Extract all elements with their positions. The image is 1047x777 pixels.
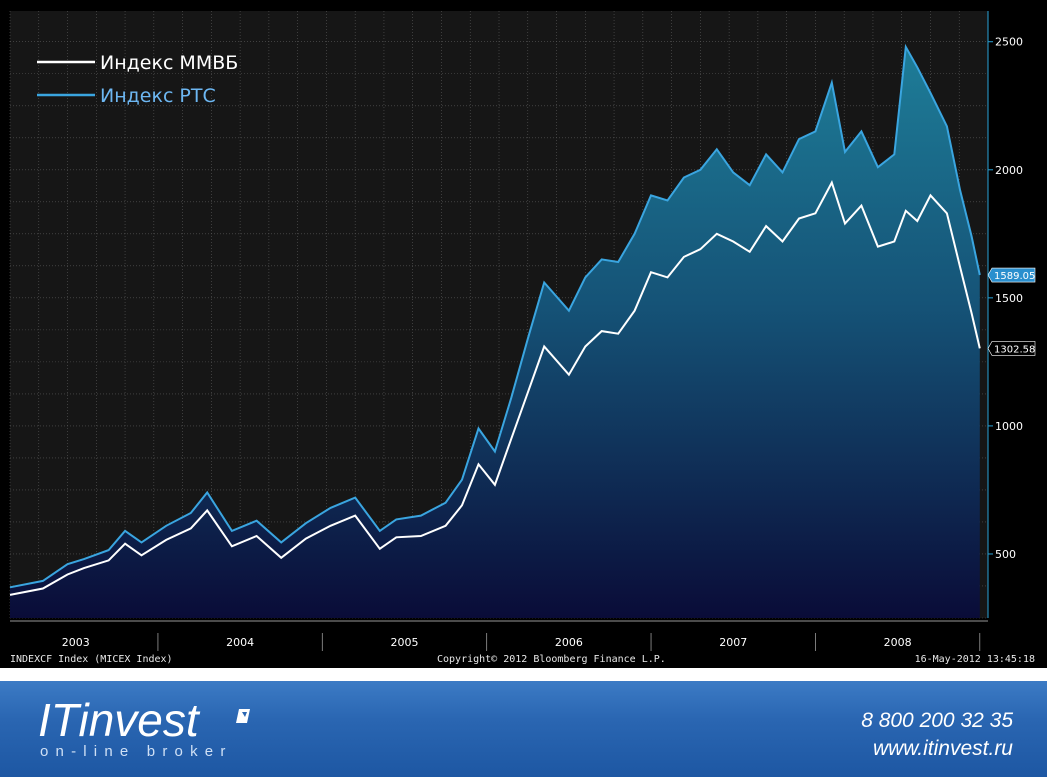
brand-logo: ITinvest xyxy=(38,694,199,746)
footer-copyright: Copyright© 2012 Bloomberg Finance L.P. xyxy=(437,654,666,665)
y-tick-label: 1500 xyxy=(995,292,1023,305)
y-tick-label: 2500 xyxy=(995,36,1023,49)
x-tick-label: 2005 xyxy=(390,636,418,649)
x-tick-layer: 2003 2004 2005 2006 2007 2008 xyxy=(0,619,1047,652)
x-tick-label: 2007 xyxy=(719,636,747,649)
logo-mark-icon xyxy=(236,709,250,723)
legend-label-rts: Индекс РТС xyxy=(100,85,216,107)
brand-phone: 8 800 200 32 35 xyxy=(861,709,1013,732)
y-tick-label: 1000 xyxy=(995,420,1023,433)
chart-svg: 500 1000 1500 2000 2500 2003 2004 2005 2006 2007… xyxy=(0,11,1047,652)
x-axis-band xyxy=(0,619,1047,652)
series-line-micex xyxy=(9,180,981,596)
legend: Индекс ММВБ Индекс РТС xyxy=(37,52,238,107)
x-tick-label: 2006 xyxy=(555,636,583,649)
brand-tagline: on-line broker xyxy=(40,743,233,760)
area-fill xyxy=(10,46,980,618)
footer-timestamp: 16-May-2012 13:45:18 xyxy=(914,654,1035,665)
brand-band xyxy=(0,681,1047,777)
footer-index-name: INDEXCF Index (MICEX Index) xyxy=(10,654,173,665)
x-tick-label: 2004 xyxy=(226,636,254,649)
y-tick-label: 500 xyxy=(995,548,1016,561)
legend-label-micex: Индекс ММВБ xyxy=(100,52,238,74)
y-tick-layer: 500 1000 1500 2000 2500 xyxy=(988,36,1023,561)
last-value-tag: 1589.05 xyxy=(987,267,1036,283)
last-value-tag: 1302.58 xyxy=(987,341,1036,356)
last-value-tag-text: 1302.58 xyxy=(994,344,1035,355)
x-tick-label: 2008 xyxy=(884,636,912,649)
series-line-rts xyxy=(9,43,981,589)
last-value-tag-box xyxy=(987,341,1036,356)
brand-website-link[interactable]: www.itinvest.ru xyxy=(872,737,1013,760)
last-value-tag-text: 1589.05 xyxy=(994,271,1035,282)
x-tick-label: 2003 xyxy=(62,636,90,649)
chart-frame: 500 1000 1500 2000 2500 2003 2004 2005 2006 2007… xyxy=(0,0,1047,668)
y-tick-label: 2000 xyxy=(995,164,1023,177)
last-value-tag-box xyxy=(987,267,1036,283)
value-tags: 1589.05 1302.58 xyxy=(987,267,1036,356)
